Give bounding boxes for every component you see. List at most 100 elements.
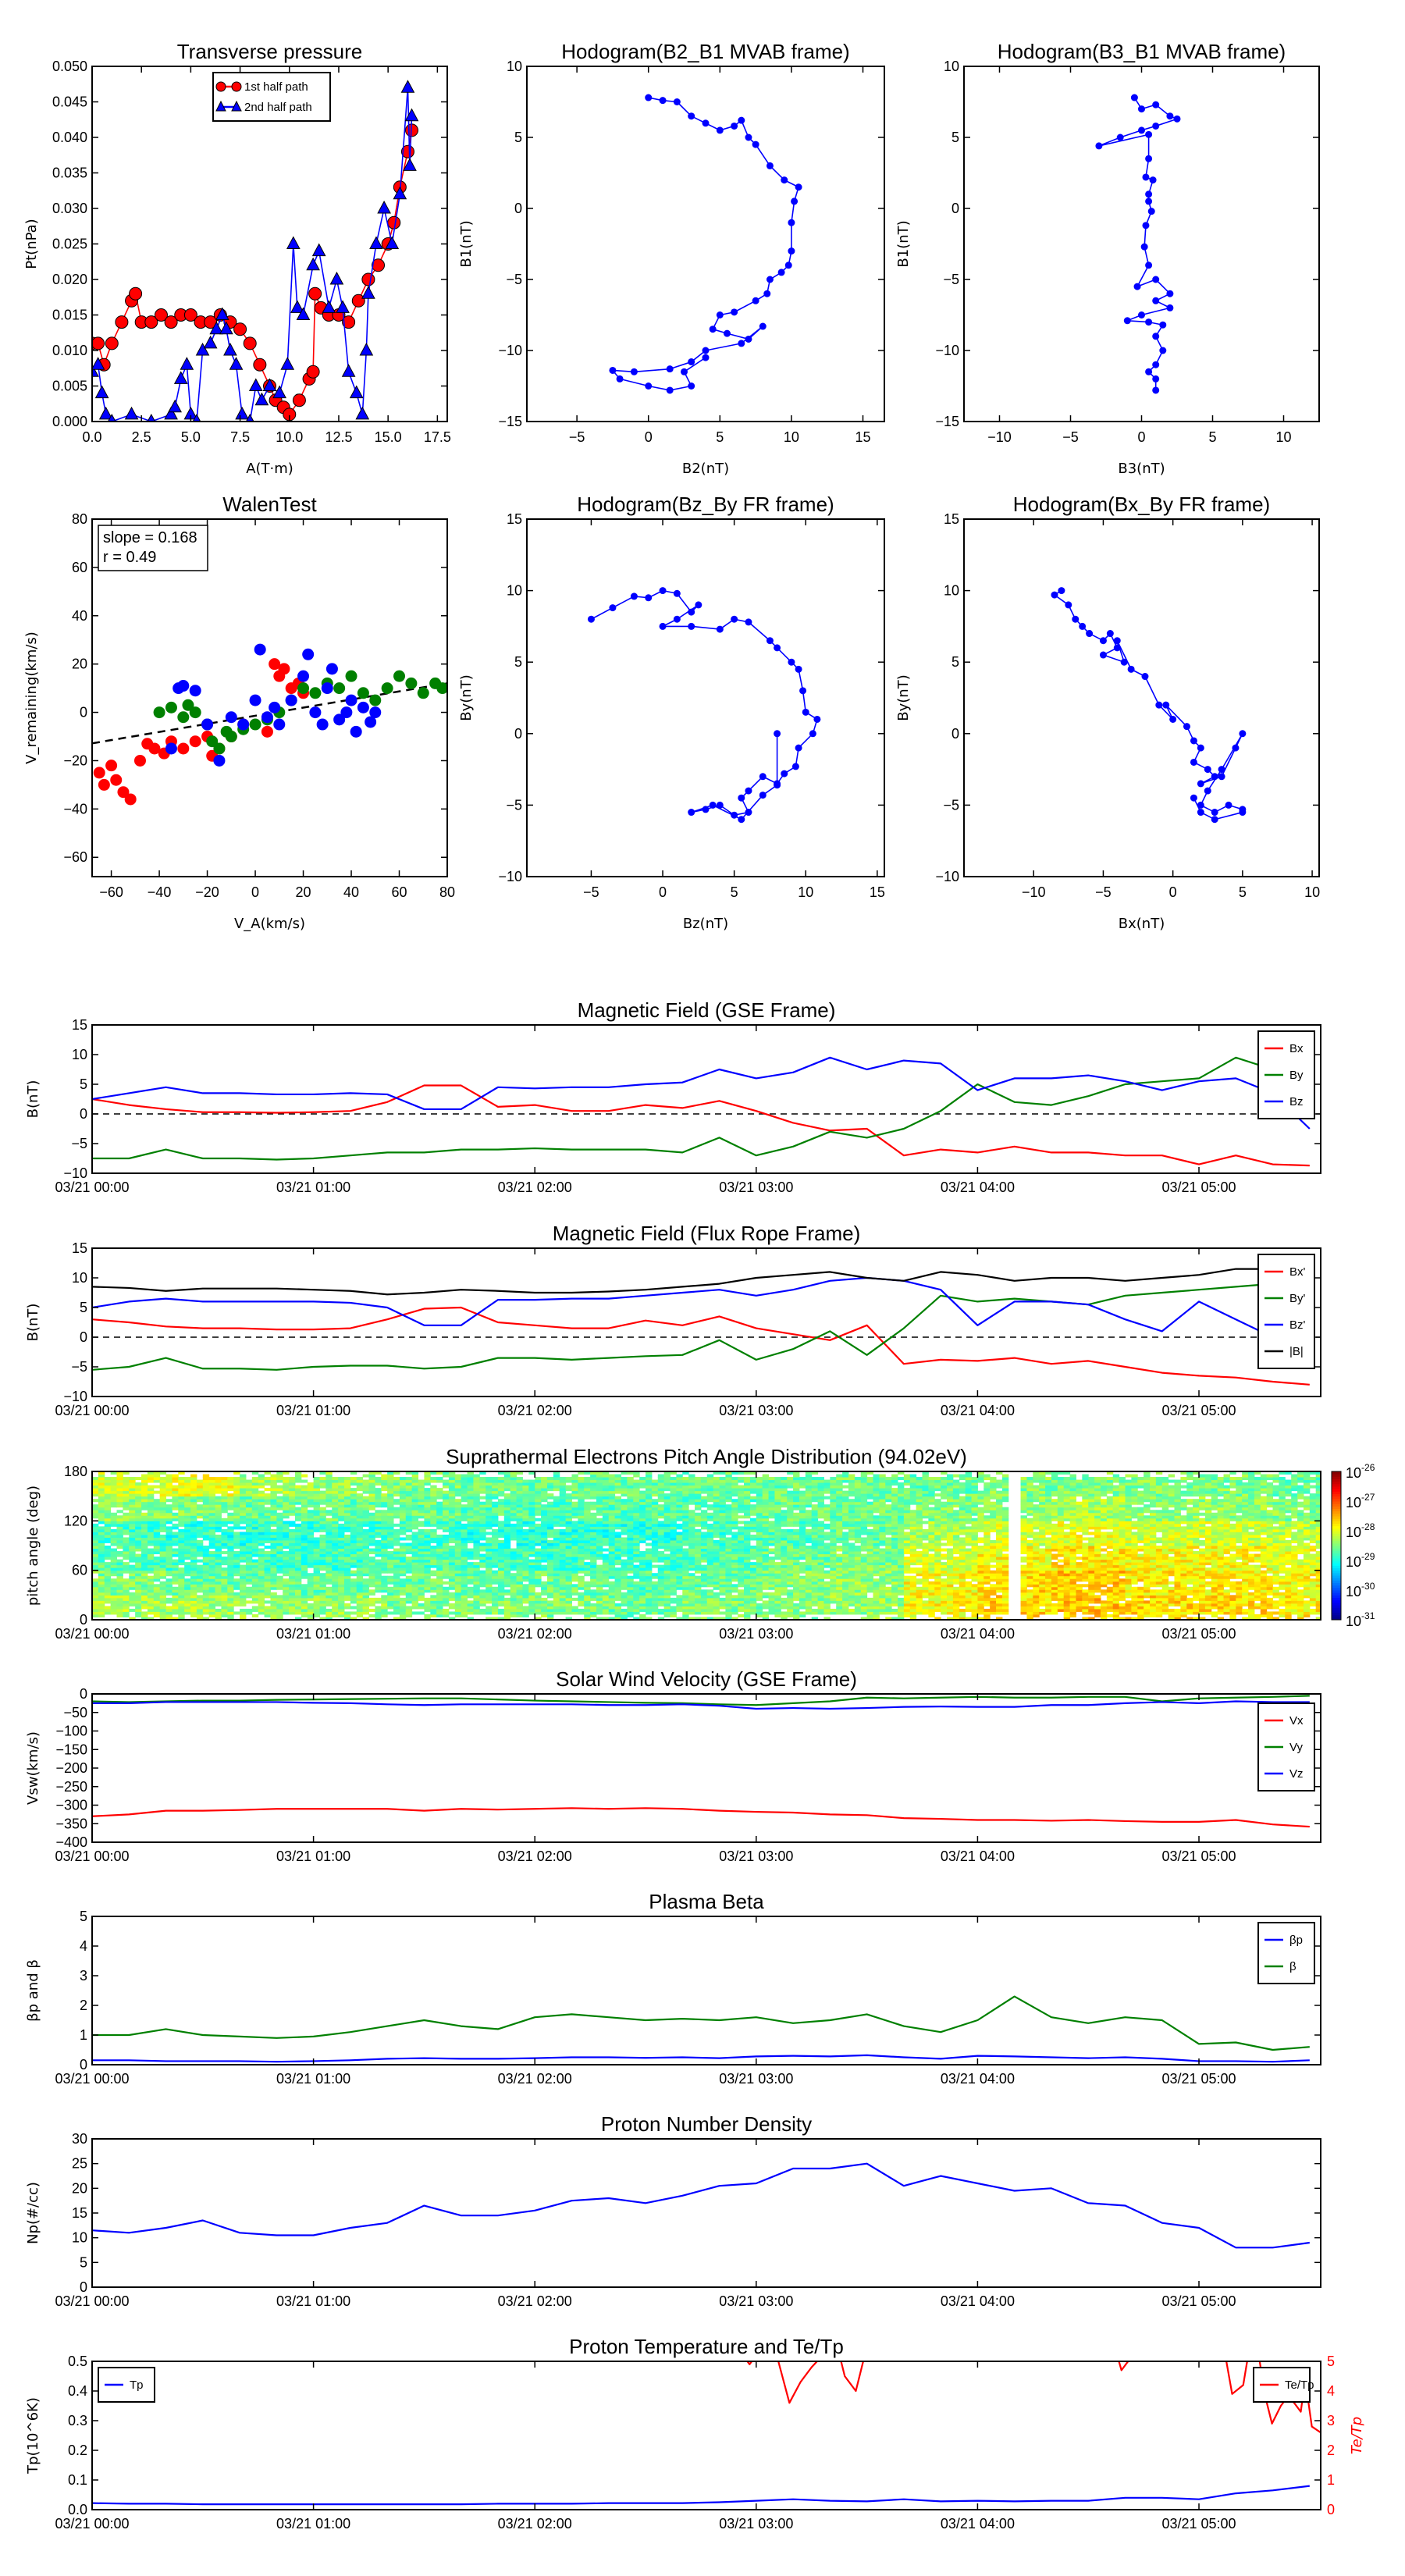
heatmap-cell — [375, 1562, 382, 1566]
heatmap-cell — [196, 1608, 204, 1612]
heatmap-cell — [941, 1603, 948, 1606]
x-tick-label: 60 — [391, 884, 407, 900]
heatmap-cell — [578, 1567, 585, 1571]
heatmap-cell — [836, 1578, 843, 1582]
heatmap-cell — [350, 1617, 357, 1620]
data-point — [759, 773, 767, 781]
heatmap-cell — [215, 1608, 222, 1612]
heatmap-cell — [356, 1611, 364, 1615]
heatmap-cell — [1119, 1597, 1126, 1601]
heatmap-cell — [749, 1557, 757, 1560]
heatmap-cell — [621, 1611, 628, 1615]
heatmap-cell — [332, 1564, 339, 1568]
heatmap-cell — [430, 1586, 437, 1590]
heatmap-cell — [738, 1592, 745, 1596]
heatmap-cell — [959, 1614, 966, 1617]
heatmap-cell — [990, 1586, 997, 1590]
x-tick-label: 03/21 00:00 — [55, 1179, 129, 1195]
heatmap-cell — [1297, 1614, 1304, 1617]
annotation-text: slope = 0.168 — [103, 529, 197, 546]
heatmap-cell — [1315, 1578, 1321, 1582]
heatmap-cell — [221, 1559, 228, 1563]
heatmap-cell — [338, 1553, 345, 1557]
heatmap-cell — [621, 1586, 628, 1590]
heatmap-cell — [240, 1611, 247, 1615]
heatmap-cell — [1131, 1606, 1138, 1610]
heatmap-cell — [774, 1567, 781, 1571]
heatmap-cell — [294, 1600, 302, 1604]
heatmap-cell — [283, 1595, 290, 1599]
heatmap-cell — [332, 1553, 339, 1557]
heatmap-cell — [1161, 1575, 1169, 1579]
heatmap-cell — [1112, 1611, 1120, 1615]
heatmap-cell — [276, 1584, 283, 1588]
heatmap-cell — [891, 1608, 898, 1612]
heatmap-cell — [663, 1570, 671, 1574]
heatmap-cell — [98, 1573, 105, 1577]
heatmap-cell — [584, 1548, 591, 1552]
heatmap-cell — [147, 1557, 155, 1560]
heatmap-cell — [1204, 1608, 1212, 1612]
heatmap-cell — [1149, 1603, 1157, 1606]
heatmap-cell — [898, 1559, 905, 1563]
heatmap-cell — [110, 1573, 118, 1577]
heatmap-cell — [116, 1553, 123, 1557]
heatmap-cell — [774, 1578, 781, 1582]
heatmap-cell — [941, 1589, 948, 1593]
heatmap-cell — [264, 1553, 271, 1557]
heatmap-cell — [646, 1584, 653, 1588]
heatmap-cell — [473, 1600, 480, 1604]
heatmap-cell — [1045, 1600, 1052, 1604]
heatmap-cell — [1100, 1600, 1108, 1604]
heatmap-cell — [608, 1586, 616, 1590]
heatmap-cell — [436, 1595, 443, 1599]
heatmap-cell — [787, 1553, 794, 1557]
heatmap-cell — [1137, 1595, 1144, 1599]
heatmap-cell — [695, 1546, 702, 1550]
heatmap-cell — [411, 1575, 419, 1579]
y-tick-label: 10 — [944, 59, 959, 74]
heatmap-cell — [879, 1578, 886, 1582]
heatmap-cell — [811, 1592, 819, 1596]
heatmap-cell — [959, 1608, 966, 1612]
heatmap-cell — [996, 1589, 1003, 1593]
heatmap-cell — [510, 1548, 518, 1552]
heatmap-cell — [799, 1603, 806, 1606]
heatmap-cell — [848, 1578, 855, 1582]
heatmap-cell — [202, 1606, 210, 1610]
heatmap-cell — [1285, 1592, 1292, 1596]
heatmap-cell — [1279, 1608, 1286, 1612]
heatmap-cell — [909, 1597, 917, 1601]
heatmap-cell — [1094, 1614, 1101, 1617]
heatmap-cell — [627, 1611, 634, 1615]
heatmap-cell — [799, 1611, 806, 1615]
y-tick-label: 5 — [951, 130, 959, 145]
heatmap-cell — [215, 1578, 222, 1582]
heatmap-cell — [1223, 1581, 1230, 1585]
heatmap-cell — [633, 1597, 640, 1601]
heatmap-cell — [1297, 1617, 1304, 1620]
heatmap-cell — [1309, 1570, 1317, 1574]
heatmap-cell — [436, 1573, 443, 1577]
heatmap-cell — [898, 1557, 905, 1560]
heatmap-cell — [436, 1608, 443, 1612]
heatmap-cell — [332, 1595, 339, 1599]
legend-box — [212, 72, 331, 122]
data-point — [1138, 311, 1145, 318]
data-point — [223, 342, 237, 356]
heatmap-cell — [418, 1603, 425, 1606]
heatmap-cell — [633, 1600, 640, 1604]
heatmap-cell — [952, 1595, 960, 1599]
heatmap-cell — [971, 1575, 978, 1579]
heatmap-cell — [147, 1592, 155, 1596]
heatmap-cell — [898, 1589, 905, 1593]
heatmap-cell — [774, 1589, 781, 1593]
heatmap-cell — [528, 1548, 535, 1552]
heatmap-cell — [713, 1573, 720, 1577]
heatmap-cell — [92, 1559, 99, 1563]
heatmap-cell — [405, 1578, 413, 1582]
heatmap-cell — [1291, 1600, 1298, 1604]
heatmap-cell — [1211, 1573, 1218, 1577]
x-tick-label: 40 — [343, 884, 359, 900]
heatmap-cell — [1279, 1600, 1286, 1604]
